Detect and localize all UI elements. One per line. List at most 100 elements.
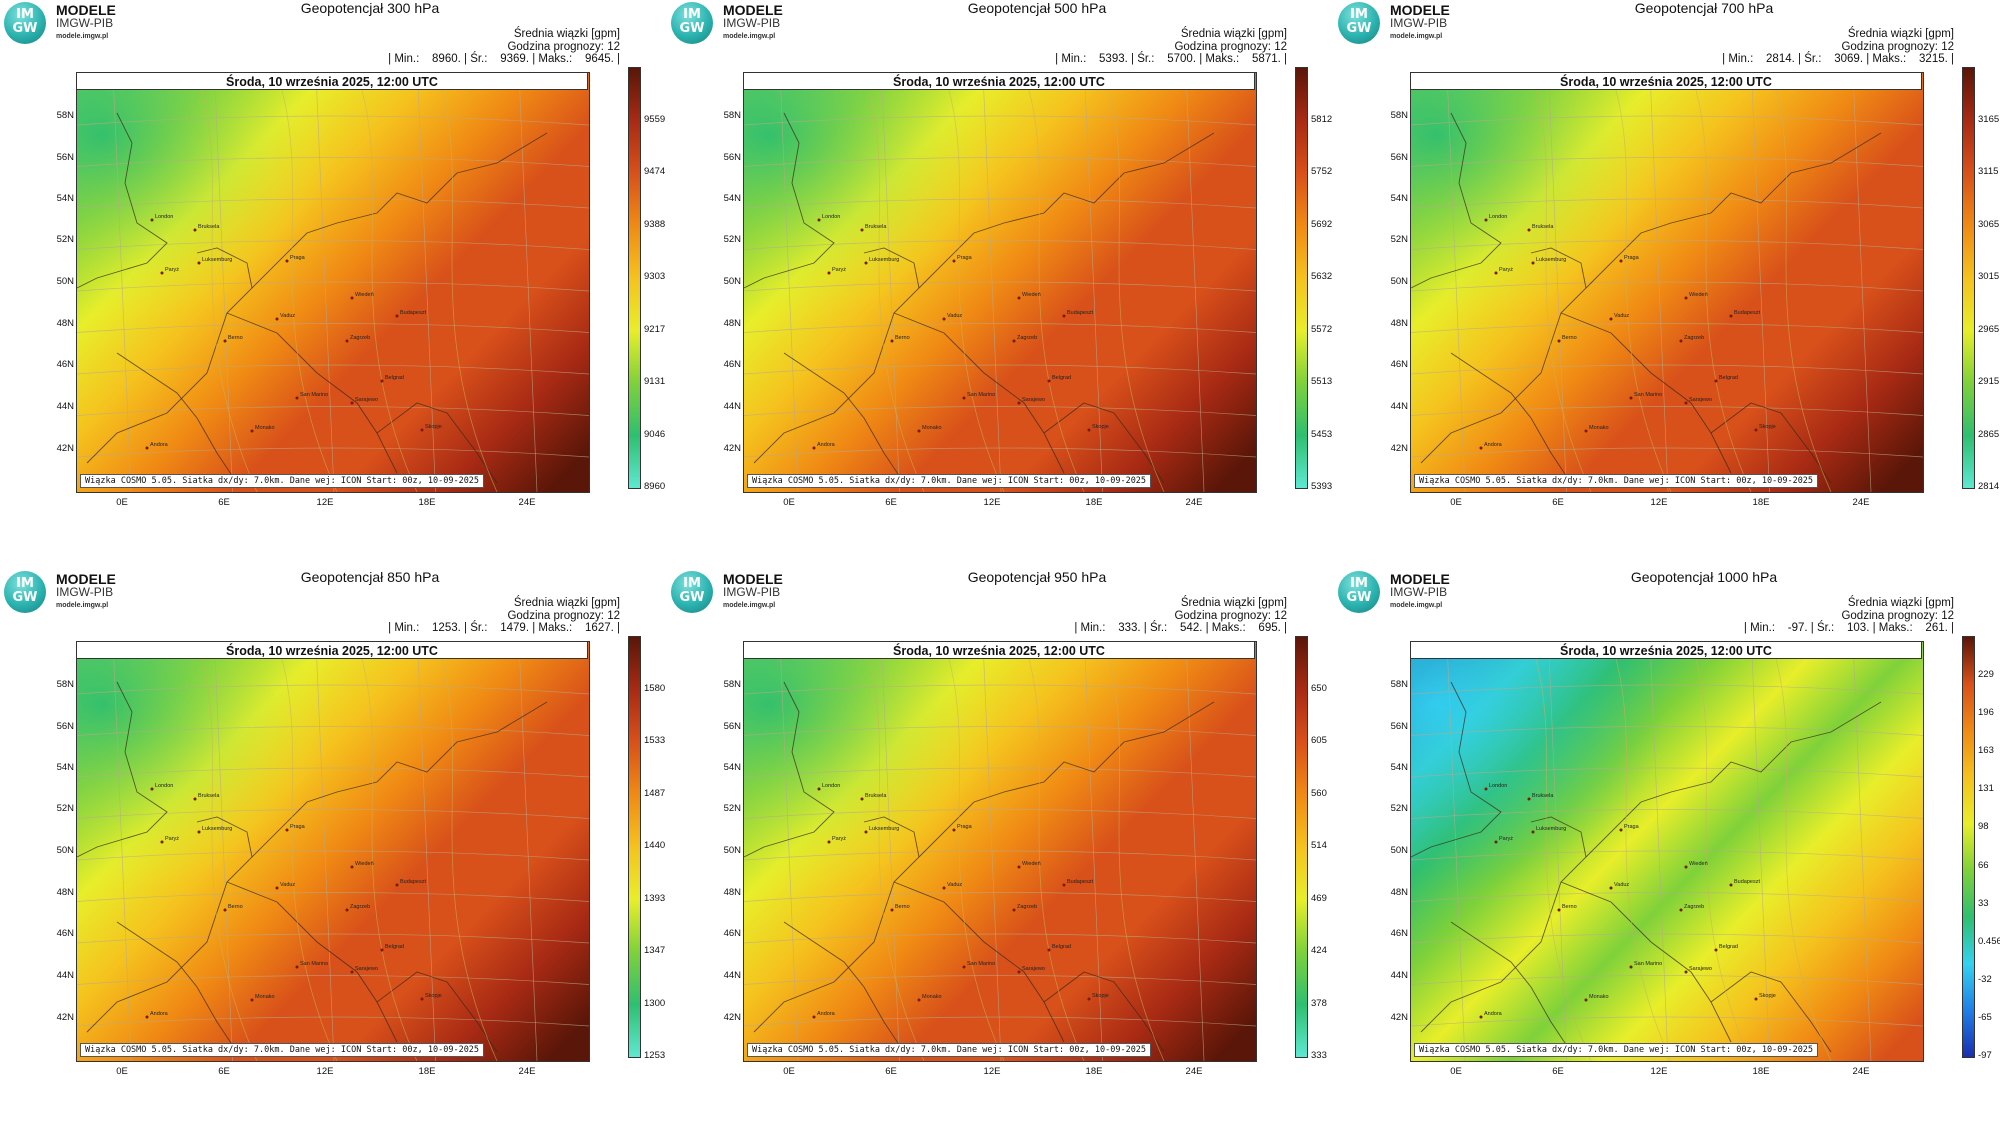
info-line-2: Godzina prognozy: 12 [1841,40,1954,53]
city-marker [1017,296,1021,300]
longitude-label: 18E [418,497,436,508]
latitude-label: 44N [56,970,74,981]
city-marker [395,883,399,887]
info-line-1: Średnia wiązki [gpm] [1847,597,1954,609]
longitude-gridline [1649,642,1669,1061]
longitude-label: 12E [1650,1066,1668,1077]
latitude-gridline [744,323,1256,333]
colorbar-tick-label: 1533 [644,735,666,747]
city-label: Budapeszt [1067,879,1093,885]
latitude-label: 58N [56,110,74,121]
brand-org: IMGW-PIB [723,16,781,30]
colorbar-tick-label: 560 [1311,787,1327,799]
city-label: Bruksela [1532,224,1554,230]
imgw-logo-icon: IM GW [1338,2,1380,44]
latitude-label: 58N [1390,679,1408,690]
forecast-panel: IM GW MODELE IMGW-PIB modele.imgw.pl Geopoten… [667,569,1333,1137]
city-label: Bruksela [198,793,220,799]
map-footer-note: Wiązka COSMO 5.05. Siatka dx/dy: 7.0km. … [1414,474,1819,488]
city-label: Skopje [1092,424,1109,430]
cold-region-fill [77,642,589,1061]
latitude-label: 56N [723,721,741,732]
city-label: San Marino [967,392,995,398]
colorbar-tick-label: -32 [1978,973,1992,985]
cold-region-fill [744,642,1256,1061]
city-marker [350,401,354,405]
city-marker [1017,401,1021,405]
forecast-panel: IM GW MODELE IMGW-PIB modele.imgw.pl Geopoten… [667,0,1333,568]
brand-name: MODELE [56,2,116,18]
colorbar-tick-label: 1347 [644,945,666,957]
city-label: Skopje [1092,993,1109,999]
longitude-label: 18E [418,1066,436,1077]
imgw-logo-icon: IM GW [671,2,713,44]
city-marker [962,396,966,400]
colorbar-tick-label: 469 [1311,892,1327,904]
city-label: Andora [817,1011,836,1017]
latitude-label: 44N [723,401,741,412]
city-marker [395,314,399,318]
colorbar-tick-label: 2865 [1978,428,2000,440]
coastline-border [116,921,238,1053]
forecast-info: Średnia wiązki [gpm] Godzina prognozy: 12… [1055,28,1287,66]
logo-text-bottom: GW [12,590,38,605]
city-marker [962,965,966,969]
city-label: Budapeszt [400,310,426,316]
map-area: London Bruksela Paryż Luksemburg Praga Wiedeń… [743,641,1257,1062]
longitude-label: 0E [1450,1066,1462,1077]
city-label: Zagrzeb [350,904,370,910]
city-label: Andora [817,442,836,448]
latitude-gridline [1411,933,1923,944]
latitude-label: 42N [56,443,74,454]
city-label: Paryż [165,836,179,842]
city-marker [1684,970,1688,974]
latitude-gridline [1411,198,1923,209]
logo-text-bottom: GW [679,590,705,605]
latitude-gridline [1411,1016,1923,1027]
city-label: Monako [255,425,275,431]
coastline-border [1043,402,1165,484]
logo-text-top: IM [1350,576,1368,591]
coastline-border [1710,971,1832,1053]
city-label: Budapeszt [1067,310,1093,316]
city-label: Monako [922,425,942,431]
map-area: London Bruksela Paryż Luksemburg Praga Wiedeń… [76,72,590,493]
city-label: Luksemburg [1536,257,1566,263]
latitude-gridline [77,809,589,819]
city-label: Wiedeń [1022,861,1041,867]
city-marker [1012,339,1016,343]
city-marker [380,948,384,952]
city-marker [223,339,227,343]
city-label: Praga [1624,255,1640,261]
city-label: Monako [1589,425,1609,431]
logo-text-top: IM [16,576,34,591]
colorbar-tick-label: -65 [1978,1011,1992,1023]
city-marker [827,840,831,844]
longitude-gridline [518,642,538,1061]
colorbar-tick-label: 8960 [644,481,666,492]
forecast-info: Średnia wiązki [gpm] Godzina prognozy: 12… [388,597,620,635]
map-area: London Bruksela Paryż Luksemburg Praga Wiedeń… [743,72,1257,493]
city-marker [1047,948,1051,952]
map-area: London Bruksela Paryż Luksemburg Praga Wiedeń… [1410,72,1924,493]
city-marker [350,865,354,869]
latitude-gridline [77,850,589,861]
latitude-label: 46N [1390,359,1408,370]
city-label: Sarajewo [1689,966,1712,972]
latitude-label: 58N [723,679,741,690]
logo-text: IM GW [1338,8,1380,36]
city-label: San Marino [1634,392,1662,398]
longitude-gridline [112,73,132,492]
isoline [943,642,1005,1061]
city-label: Belgrad [1052,375,1071,381]
city-label: San Marino [300,392,328,398]
latitude-label: 46N [1390,928,1408,939]
brand-url: modele.imgw.pl [56,33,109,40]
latitude-gridline [1411,157,1923,167]
colorbar [1962,67,1975,489]
isoline [436,73,498,492]
city-label: Wiedeń [1689,861,1708,867]
city-label: Wiedeń [1689,292,1708,298]
brand-org: IMGW-PIB [1390,585,1448,599]
city-label: Wiedeń [355,861,374,867]
